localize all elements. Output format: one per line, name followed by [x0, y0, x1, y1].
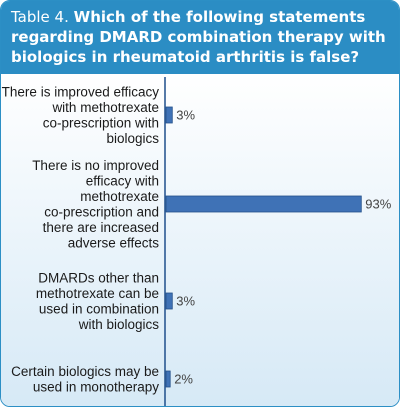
category-label-line: DMARDs other than — [38, 270, 159, 285]
bar-1 — [165, 106, 173, 124]
chart-body — [1, 74, 399, 406]
category-label-line: with methotrexate — [51, 100, 159, 115]
value-label-1: 3% — [176, 108, 195, 123]
value-label-2: 93% — [365, 197, 391, 212]
chart-title-block: Table 4. Which of the following statemen… — [11, 7, 393, 67]
category-label-line: co-prescription with — [43, 115, 159, 130]
category-label-2: There is no improved efficacy with methotr… — [32, 158, 159, 251]
table-number: Table 4. — [11, 8, 69, 26]
category-label-line: co-prescription and — [44, 204, 159, 219]
category-label-line: There is no improved — [32, 158, 159, 173]
category-label-line: there are increased — [43, 220, 159, 235]
category-label-line: biologics — [106, 131, 159, 146]
chart-header: Table 4. Which of the following statemen… — [1, 1, 399, 74]
category-label-line: adverse effects — [68, 235, 160, 250]
category-label-line: used in combination — [39, 301, 159, 316]
category-label-3: DMARDs other than methotrexate can be used… — [36, 270, 159, 332]
bar-4 — [165, 370, 171, 388]
category-label-line: with biologics — [78, 317, 160, 332]
value-label-3: 3% — [176, 294, 195, 309]
bar-3 — [165, 292, 173, 310]
category-label-line: There is improved efficacy — [2, 84, 160, 99]
category-label-line: efficacy with — [86, 173, 159, 188]
category-label-line: Certain biologics may be — [11, 364, 159, 379]
category-label-1: There is improved efficacy with methotrex… — [2, 84, 160, 146]
category-label-4: Certain biologics may be used in monother… — [11, 364, 159, 395]
chart-title: Which of the following statements regard… — [11, 8, 386, 66]
bar-2 — [165, 195, 362, 213]
category-label-line: methotrexate — [80, 189, 159, 204]
value-label-4: 2% — [174, 372, 193, 387]
category-label-line: methotrexate can be — [36, 286, 159, 301]
category-label-line: used in monotherapy — [33, 379, 159, 394]
